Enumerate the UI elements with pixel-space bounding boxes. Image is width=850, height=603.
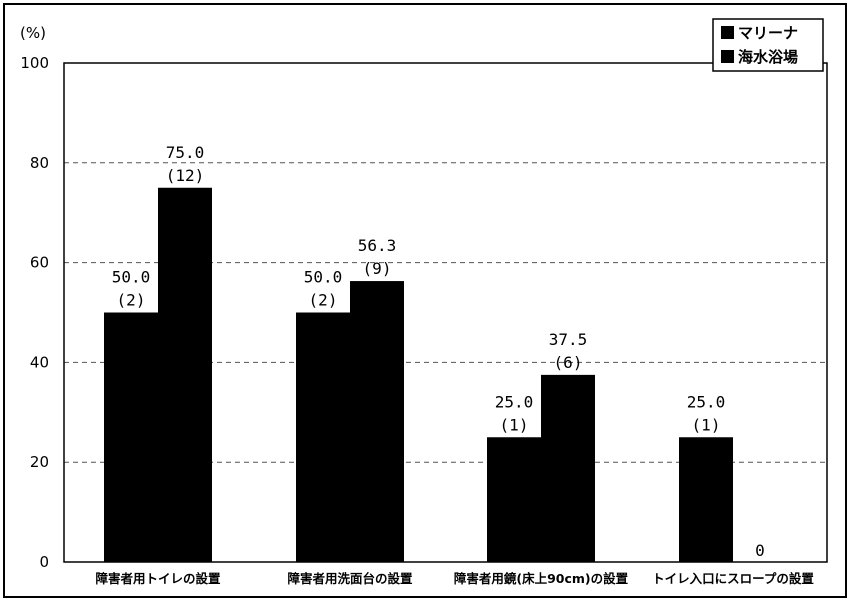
data-labels: 50.0 (2) 75.0 (12) 50.0 (2) 56.3 (9) 25.0 (1) 37.5… <box>112 143 765 560</box>
category-label-3: トイレ入口にスロープの設置 <box>652 571 814 586</box>
y-unit-label: (%) <box>20 24 46 42</box>
y-axis-ticks: 0 20 40 60 80 100 <box>20 54 49 571</box>
y-tick-label-20: 20 <box>30 453 49 471</box>
count-label-series0-cat3: (1) <box>692 415 721 434</box>
value-label-series1-cat0: 75.0 <box>166 143 205 162</box>
y-tick-label-100: 100 <box>20 54 49 72</box>
bar-series0-cat1 <box>296 312 350 562</box>
category-label-2: 障害者用鏡(床上90cm)の設置 <box>454 571 629 586</box>
y-tick-label-60: 60 <box>30 254 49 272</box>
category-labels: 障害者用トイレの設置 障害者用洗面台の設置 障害者用鏡(床上90cm)の設置 トイレ入… <box>95 571 814 586</box>
value-label-series1-cat3: 0 <box>755 541 765 560</box>
plot-area-border <box>63 62 828 563</box>
bar-series1-cat2 <box>541 374 595 562</box>
count-label-series0-cat1: (2) <box>309 291 338 310</box>
count-label-series0-cat2: (1) <box>500 415 529 434</box>
y-tick-label-0: 0 <box>39 553 49 571</box>
bar-series1-cat0 <box>158 187 212 562</box>
y-tick-label-40: 40 <box>30 353 49 371</box>
value-label-series0-cat0: 50.0 <box>112 268 151 287</box>
bar-series1-cat1 <box>350 281 404 562</box>
bars <box>104 187 733 562</box>
value-label-series0-cat1: 50.0 <box>304 268 343 287</box>
bar-series0-cat0 <box>104 312 158 562</box>
bar-series0-cat2 <box>487 437 541 562</box>
y-tick-label-80: 80 <box>30 154 49 172</box>
value-label-series0-cat2: 25.0 <box>495 392 534 411</box>
value-label-series0-cat3: 25.0 <box>687 392 726 411</box>
legend-label-1: 海水浴場 <box>738 48 798 66</box>
count-label-series1-cat0: (12) <box>166 166 205 185</box>
count-label-series0-cat0: (2) <box>117 291 146 310</box>
value-label-series1-cat2: 37.5 <box>549 330 588 349</box>
count-label-series1-cat1: (9) <box>363 259 392 278</box>
category-label-0: 障害者用トイレの設置 <box>95 571 221 586</box>
value-label-series1-cat1: 56.3 <box>358 236 397 255</box>
legend-swatch-0 <box>721 26 734 39</box>
category-label-1: 障害者用洗面台の設置 <box>287 571 413 586</box>
legend-swatch-1 <box>721 50 734 63</box>
bar-series0-cat3 <box>679 437 733 562</box>
count-label-series1-cat2: (6) <box>554 353 583 372</box>
legend-label-0: マリーナ <box>738 24 798 42</box>
